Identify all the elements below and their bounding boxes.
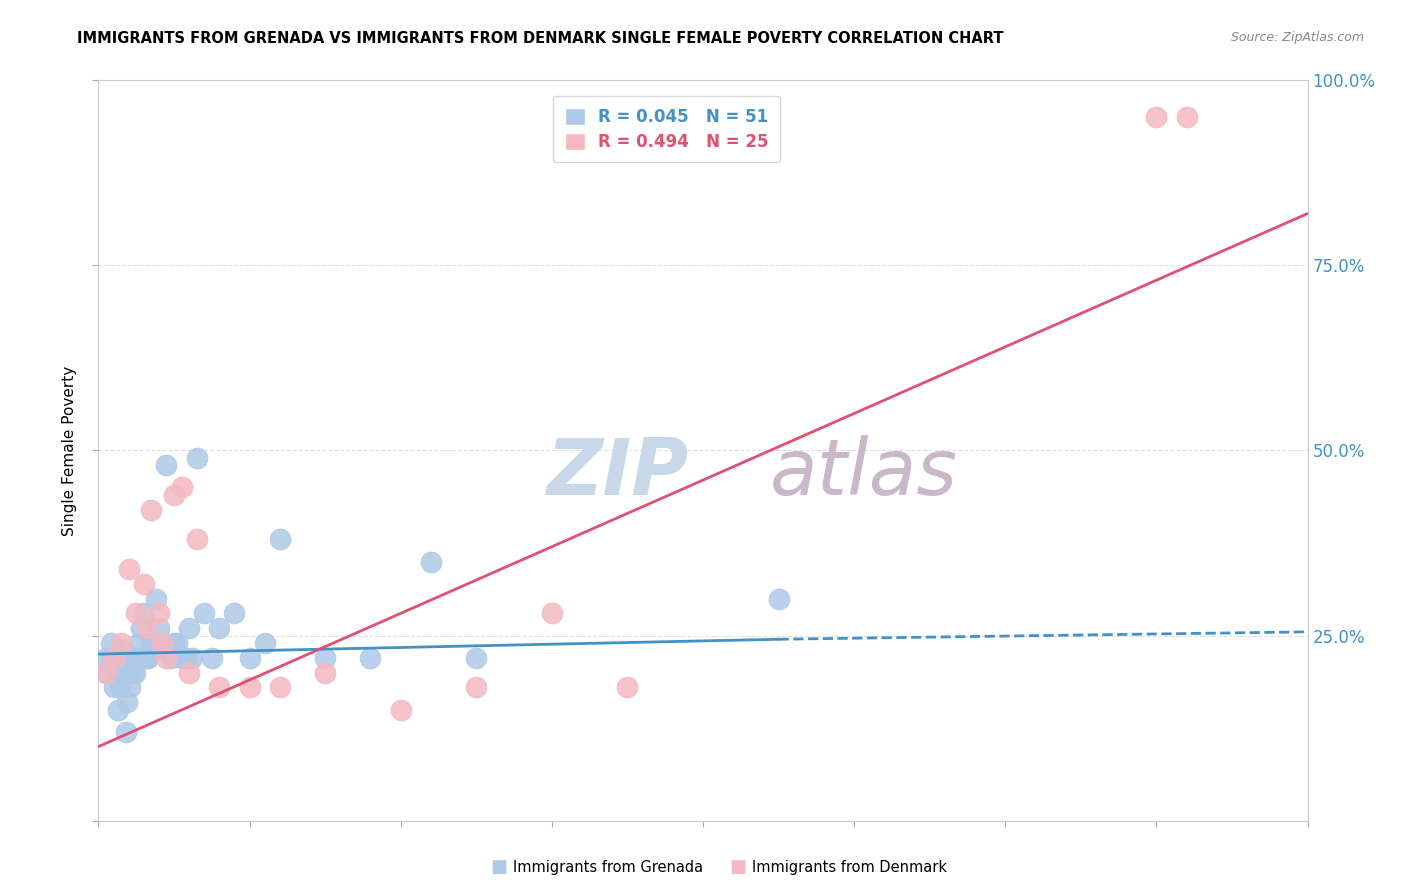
Point (120, 681, 142, 695)
Point (94, 665, 117, 680)
Point (136, 650, 159, 665)
Text: ■: ■ (730, 858, 747, 876)
Point (208, 681, 231, 695)
Point (148, 607, 170, 621)
Point (253, 636, 276, 650)
Point (170, 481, 193, 495)
Point (1146, 111, 1168, 125)
Point (163, 488, 186, 502)
Point (101, 650, 124, 665)
Point (174, 650, 197, 665)
Point (186, 450, 208, 465)
Point (110, 650, 132, 665)
Point (103, 681, 125, 695)
Point (1175, 111, 1198, 125)
Text: IMMIGRANTS FROM GRENADA VS IMMIGRANTS FROM DENMARK SINGLE FEMALE POVERTY CORRELA: IMMIGRANTS FROM GRENADA VS IMMIGRANTS FR… (77, 31, 1004, 46)
Point (121, 650, 143, 665)
Point (125, 607, 148, 621)
Point (239, 650, 262, 665)
Point (269, 533, 291, 547)
Point (103, 650, 125, 665)
Point (111, 643, 134, 657)
Point (616, 681, 638, 695)
Point (135, 650, 157, 665)
Point (132, 576, 155, 591)
Point (135, 621, 157, 635)
Point (143, 636, 166, 650)
Point (141, 636, 163, 650)
Point (163, 636, 186, 650)
Text: atlas: atlas (769, 434, 957, 511)
Point (166, 636, 188, 650)
Point (179, 665, 201, 680)
Point (114, 724, 136, 739)
Point (314, 665, 336, 680)
Point (314, 650, 336, 665)
Point (112, 650, 135, 665)
Point (420, 555, 443, 569)
Point (150, 643, 173, 657)
Point (122, 665, 145, 680)
Point (179, 621, 201, 635)
Legend: R = 0.045   N = 51, R = 0.494   N = 25: R = 0.045 N = 51, R = 0.494 N = 25 (553, 96, 780, 162)
Point (100, 636, 122, 650)
Point (208, 621, 231, 635)
Point (186, 533, 208, 547)
Text: Source: ZipAtlas.com: Source: ZipAtlas.com (1230, 31, 1364, 45)
Point (124, 665, 146, 680)
Text: Immigrants from Grenada: Immigrants from Grenada (513, 860, 703, 874)
Point (141, 502, 163, 516)
Point (132, 607, 155, 621)
Point (360, 650, 382, 665)
Y-axis label: Single Female Poverty: Single Female Poverty (62, 366, 77, 535)
Point (107, 703, 129, 717)
Point (94, 650, 117, 665)
Point (108, 681, 131, 695)
Point (125, 650, 148, 665)
Point (131, 650, 153, 665)
Point (118, 562, 141, 576)
Point (768, 591, 790, 606)
Point (540, 607, 562, 621)
Text: ■: ■ (491, 858, 508, 876)
Point (193, 607, 215, 621)
Text: Immigrants from Denmark: Immigrants from Denmark (752, 860, 948, 874)
Point (170, 650, 193, 665)
Point (145, 591, 167, 606)
Point (465, 681, 488, 695)
Point (160, 650, 183, 665)
Point (465, 650, 488, 665)
Point (118, 665, 141, 680)
Point (269, 681, 291, 695)
Point (96, 665, 118, 680)
Point (115, 695, 138, 709)
Text: ZIP: ZIP (546, 434, 688, 511)
Point (148, 621, 170, 635)
Point (201, 650, 224, 665)
Point (389, 703, 412, 717)
Point (224, 607, 246, 621)
Point (105, 665, 128, 680)
Point (155, 650, 177, 665)
Point (128, 636, 150, 650)
Point (155, 458, 177, 473)
Point (110, 636, 132, 650)
Point (150, 636, 173, 650)
Point (239, 681, 262, 695)
Point (181, 650, 204, 665)
Point (129, 621, 152, 635)
